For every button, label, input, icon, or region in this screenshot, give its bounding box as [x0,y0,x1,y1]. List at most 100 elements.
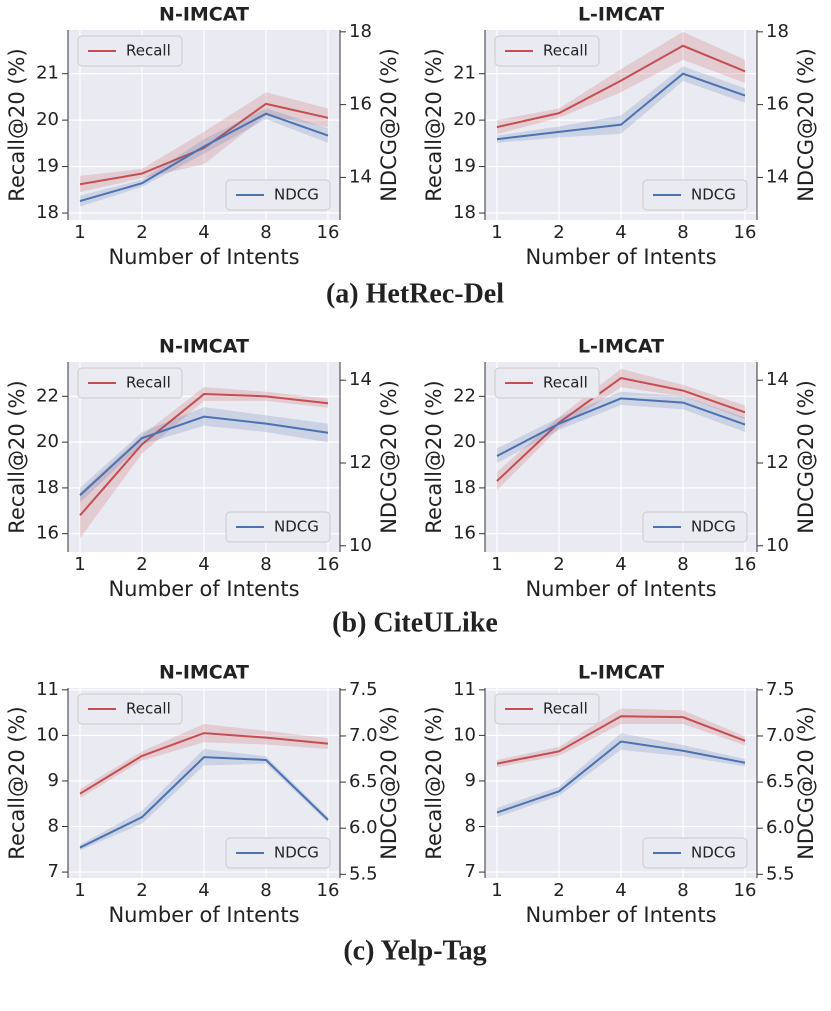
y2-tick-label: 7.5 [349,679,378,700]
legend-box [642,179,748,211]
y2-axis-label: NDCG@20 (%) [377,706,401,860]
legend-box [225,837,331,869]
legend: NDCG [225,837,331,869]
y-tick-label: 21 [453,63,476,84]
y2-tick-label: 10 [766,535,789,556]
legend-label: NDCG [274,518,319,536]
y-axis-label: Recall@20 (%) [422,380,446,533]
line [79,393,329,517]
y-tick-label: 19 [36,156,59,177]
x-tick-label: 8 [260,880,271,901]
line [496,72,746,141]
y-tick-label: 22 [36,385,59,406]
line [79,112,329,203]
chart-title: L-IMCAT [578,336,664,358]
x-tick-label: 8 [677,222,688,243]
y2-axis-label: NDCG@20 (%) [377,48,401,202]
legend-box [225,179,331,211]
line [496,715,746,765]
legend-label: NDCG [274,186,319,204]
legend-box [494,35,600,67]
line [79,732,329,795]
x-tick-label: 4 [615,222,626,243]
x-tick-label: 8 [260,554,271,575]
legend-label: Recall [543,374,588,392]
y-tick-label: 9 [48,770,59,791]
y2-tick-label: 12 [349,452,372,473]
line [79,415,329,497]
y-tick-label: 18 [36,202,59,223]
chart-title: N-IMCAT [159,4,249,26]
x-tick-label: 8 [260,222,271,243]
y2-tick-label: 18 [766,21,789,42]
y-tick-label: 11 [36,679,59,700]
x-tick-label: 1 [74,554,85,575]
y2-tick-label: 14 [766,166,789,187]
x-tick-label: 2 [553,222,564,243]
legend: Recall [494,35,600,67]
y-tick-label: 7 [465,861,476,882]
x-axis-label: Number of Intents [525,577,716,601]
legend: NDCG [225,179,331,211]
x-axis-label: Number of Intents [108,245,299,269]
y2-axis-label: NDCG@20 (%) [794,706,818,860]
y-axis-label: Recall@20 (%) [5,706,29,859]
confidence-band [80,92,328,193]
y2-axis-label: NDCG@20 (%) [794,380,818,534]
x-tick-label: 4 [198,222,209,243]
legend-box [77,367,183,399]
chart-title: L-IMCAT [578,662,664,684]
x-tick-label: 16 [317,554,340,575]
y-axis-label: Recall@20 (%) [5,380,29,533]
y-tick-label: 18 [36,477,59,498]
confidence-band [497,733,745,818]
y-axis-label: Recall@20 (%) [5,48,29,201]
y2-tick-label: 7.5 [766,679,795,700]
legend: Recall [77,693,183,725]
x-tick-label: 16 [317,222,340,243]
x-tick-label: 2 [136,880,147,901]
x-tick-label: 8 [677,554,688,575]
legend: NDCG [225,511,331,543]
legend-label: NDCG [691,186,736,204]
y-tick-label: 20 [36,431,59,452]
legend-label: Recall [126,700,171,718]
y-tick-label: 16 [36,523,59,544]
legend-box [225,511,331,543]
legend-label: Recall [126,42,171,60]
line [496,397,746,457]
x-tick-label: 1 [74,222,85,243]
y-tick-label: 18 [453,202,476,223]
y2-tick-label: 10 [349,535,372,556]
y2-axis-label: NDCG@20 (%) [377,380,401,534]
y2-tick-label: 12 [766,452,789,473]
legend: Recall [494,367,600,399]
line [79,756,329,849]
y-tick-label: 20 [453,109,476,130]
y2-tick-label: 6.0 [766,817,795,838]
x-tick-label: 4 [615,554,626,575]
x-tick-label: 1 [491,222,502,243]
chart-title: L-IMCAT [578,4,664,26]
x-tick-label: 16 [734,554,757,575]
y-tick-label: 16 [453,523,476,544]
x-tick-label: 16 [317,880,340,901]
y-tick-label: 8 [465,816,476,837]
y2-tick-label: 14 [349,166,372,187]
y-tick-label: 9 [465,770,476,791]
confidence-band [497,31,745,135]
y-axis-label: Recall@20 (%) [422,48,446,201]
x-tick-label: 2 [136,222,147,243]
x-tick-label: 4 [198,554,209,575]
y-axis-label: Recall@20 (%) [422,706,446,859]
y2-tick-label: 5.5 [766,863,795,884]
y2-tick-label: 7.0 [349,725,378,746]
y2-tick-label: 6.5 [766,771,795,792]
x-tick-label: 2 [553,554,564,575]
y2-tick-label: 7.0 [766,725,795,746]
x-tick-label: 4 [615,880,626,901]
confidence-band [497,391,745,464]
legend: NDCG [642,179,748,211]
y2-axis-label: NDCG@20 (%) [794,48,818,202]
